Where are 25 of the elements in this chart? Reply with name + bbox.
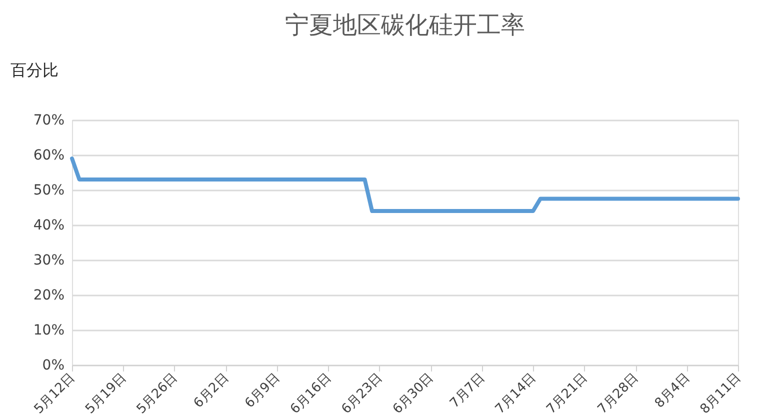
y-tick-label: 10% bbox=[33, 322, 64, 338]
x-tick-label: 6月2日 bbox=[191, 370, 232, 412]
x-tick-label: 7月21日 bbox=[544, 370, 590, 416]
line-series bbox=[70, 156, 740, 213]
x-tick-label: 8月4日 bbox=[652, 370, 693, 412]
x-tick-label: 6月9日 bbox=[242, 370, 284, 412]
x-tick-label: 6月30日 bbox=[390, 370, 437, 416]
y-tick-label: 0% bbox=[42, 358, 64, 374]
y-tick-label: 30% bbox=[33, 252, 64, 268]
y-tick-label: 20% bbox=[33, 288, 64, 304]
x-tick-label: 8月11日 bbox=[698, 370, 744, 416]
y-axis-title: 百分比 bbox=[10, 60, 58, 80]
x-tick-label: 6月23日 bbox=[338, 370, 386, 416]
chart-title: 宁夏地区碳化硅开工率 bbox=[285, 11, 525, 39]
x-tick-label: 7月7日 bbox=[447, 370, 488, 412]
y-tick-label: 60% bbox=[33, 148, 64, 164]
x-tick-label: 7月28日 bbox=[595, 370, 642, 416]
x-tick-label: 7月14日 bbox=[492, 370, 540, 416]
x-tick-label: 5月12日 bbox=[32, 370, 78, 416]
x-tick-label: 5月19日 bbox=[82, 370, 130, 416]
y-tick-label: 50% bbox=[33, 182, 64, 198]
x-tick-label: 5月26日 bbox=[134, 370, 181, 416]
y-tick-label: 40% bbox=[33, 218, 64, 234]
y-tick-label: 70% bbox=[33, 112, 64, 128]
x-tick-label: 6月16日 bbox=[288, 370, 334, 416]
